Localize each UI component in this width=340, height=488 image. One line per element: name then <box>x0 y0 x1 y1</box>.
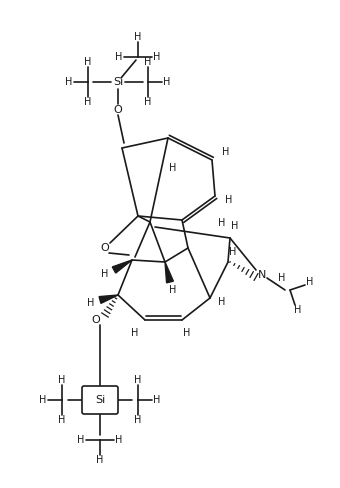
Text: H: H <box>153 52 161 62</box>
Polygon shape <box>99 295 118 304</box>
Text: H: H <box>77 435 85 445</box>
Text: H: H <box>58 415 66 425</box>
Text: H: H <box>278 273 286 283</box>
Text: H: H <box>294 305 302 315</box>
Text: H: H <box>218 218 226 228</box>
Text: H: H <box>169 163 177 173</box>
Text: H: H <box>183 328 191 338</box>
Polygon shape <box>112 260 132 273</box>
Text: H: H <box>58 375 66 385</box>
Text: H: H <box>153 395 161 405</box>
Text: H: H <box>115 435 123 445</box>
Text: H: H <box>231 221 239 231</box>
Text: H: H <box>39 395 47 405</box>
Text: O: O <box>101 243 109 253</box>
Text: H: H <box>134 415 142 425</box>
Text: H: H <box>131 328 139 338</box>
Text: H: H <box>134 375 142 385</box>
Text: H: H <box>229 247 237 257</box>
Text: H: H <box>169 285 177 295</box>
Text: O: O <box>91 315 100 325</box>
Text: H: H <box>101 269 109 279</box>
Text: Si: Si <box>95 395 105 405</box>
Text: H: H <box>144 97 152 107</box>
Text: H: H <box>222 147 230 157</box>
Text: O: O <box>114 105 122 115</box>
Text: H: H <box>65 77 73 87</box>
Text: H: H <box>96 455 104 465</box>
Text: H: H <box>225 195 233 205</box>
Text: H: H <box>87 298 95 308</box>
Text: H: H <box>306 277 314 287</box>
FancyBboxPatch shape <box>82 386 118 414</box>
Text: H: H <box>163 77 171 87</box>
Polygon shape <box>165 262 173 283</box>
Text: N: N <box>258 270 266 280</box>
Text: H: H <box>84 57 92 67</box>
Text: H: H <box>134 32 142 42</box>
Text: Si: Si <box>113 77 123 87</box>
Text: H: H <box>218 297 226 307</box>
Text: H: H <box>144 57 152 67</box>
Text: H: H <box>115 52 123 62</box>
Text: H: H <box>84 97 92 107</box>
